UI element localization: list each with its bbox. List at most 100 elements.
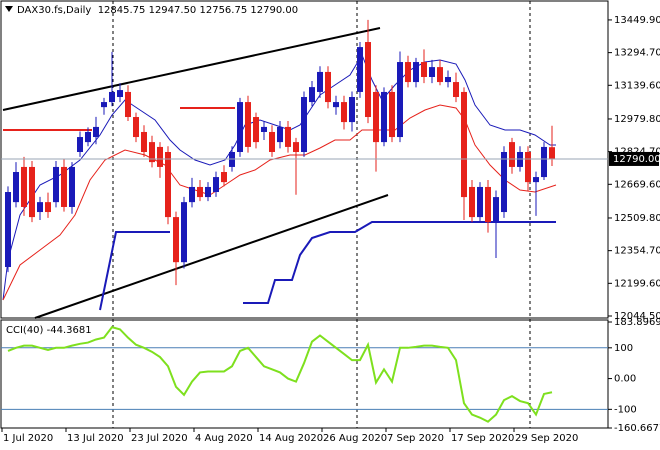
candle-body: [477, 186, 483, 218]
candle-body: [109, 91, 115, 103]
x-tick-label: 29 Sep 2020: [515, 433, 578, 444]
candle-body: [149, 142, 155, 163]
cci-line: [7, 326, 553, 423]
price-panel-frame: [0, 0, 609, 319]
candle-body: [373, 91, 379, 143]
y-tick-label: -100: [614, 404, 637, 415]
candle-body: [485, 186, 491, 223]
candle-body: [501, 151, 507, 213]
candle-body: [29, 166, 35, 218]
candle-body: [141, 131, 147, 152]
candle-body: [13, 172, 19, 203]
candle-body: [277, 126, 283, 143]
x-tick-label: 23 Jul 2020: [131, 433, 188, 444]
y-tick-label: -160.6677: [614, 423, 660, 434]
x-tick-label: 26 Aug 2020: [323, 433, 387, 444]
candle-body: [133, 117, 139, 138]
candle-body: [101, 102, 107, 108]
candle-body: [405, 62, 411, 83]
candle-body: [269, 131, 275, 152]
candle-body: [469, 186, 475, 218]
candle-body: [293, 142, 299, 152]
y-tick-label: 12044.50: [614, 311, 660, 322]
y-tick-label: 12979.80: [614, 114, 660, 125]
candle-body: [365, 42, 371, 118]
last-price-box: [609, 151, 659, 166]
candle-body: [333, 102, 339, 108]
candle-body: [445, 76, 451, 83]
candle-body: [189, 186, 195, 203]
y-tick-label: 12509.80: [614, 213, 660, 224]
candle-body: [5, 192, 11, 268]
candle-body: [493, 197, 499, 223]
candle-body: [421, 62, 427, 77]
y-tick-label: 12669.60: [614, 179, 660, 190]
trendline: [34, 194, 389, 319]
candle-body: [157, 146, 163, 167]
x-tick-label: 14 Aug 2020: [259, 433, 323, 444]
candle-body: [77, 137, 83, 152]
candle-body: [533, 177, 539, 183]
candle-body: [21, 166, 27, 207]
cci-title: CCI(40) -44.3681: [6, 325, 92, 336]
candle-body: [61, 166, 67, 207]
candle-body: [437, 67, 443, 83]
candle-body: [397, 62, 403, 138]
candle-body: [93, 126, 99, 138]
candle-body: [45, 202, 51, 213]
candle-body: [381, 91, 387, 143]
fast-average: [2, 53, 556, 301]
candle-body: [125, 91, 131, 118]
y-tick-label: 13449.90: [614, 15, 660, 26]
last-price-label: 12790.00: [613, 154, 660, 165]
candle-body: [205, 186, 211, 198]
cci-panel-frame: [0, 319, 609, 429]
candle-body: [197, 186, 203, 198]
candle-body: [213, 177, 219, 193]
y-tick-label: 12199.60: [614, 278, 660, 289]
candle-body: [37, 202, 43, 213]
y-tick-label: 12354.70: [614, 246, 660, 257]
candle-body: [357, 47, 363, 92]
x-tick-label: 17 Sep 2020: [451, 433, 514, 444]
candle-body: [413, 62, 419, 83]
candle-body: [229, 151, 235, 167]
y-tick-label: 13139.60: [614, 80, 660, 91]
candle-body: [317, 71, 323, 92]
candle-body: [117, 90, 123, 98]
candle-body: [285, 126, 291, 147]
candle-body: [69, 166, 75, 207]
trendline: [2, 27, 381, 111]
y-tick-label: 183.8969: [614, 317, 660, 328]
candle-body: [341, 102, 347, 123]
candle-body: [453, 82, 459, 98]
candle-body: [325, 71, 331, 103]
candle-body: [301, 97, 307, 152]
candle-body: [173, 217, 179, 263]
candle-body: [525, 151, 531, 183]
candle-body: [253, 117, 259, 143]
x-tick-label: 4 Aug 2020: [195, 433, 253, 444]
candle-body: [509, 142, 515, 167]
candle-body: [461, 91, 467, 198]
candle-body: [53, 166, 59, 203]
y-tick-label: 0.00: [614, 374, 636, 385]
support-step: [99, 231, 170, 311]
candle-body: [181, 202, 187, 263]
collapse-icon: [5, 6, 13, 12]
x-tick-label: 13 Jul 2020: [67, 433, 124, 444]
support-step: [243, 221, 556, 304]
y-tick-label: 13294.70: [614, 48, 660, 59]
candle-body: [309, 87, 315, 103]
candle-body: [389, 91, 395, 138]
candle-body: [237, 102, 243, 152]
candle-body: [165, 151, 171, 218]
x-tick-label: 1 Jul 2020: [3, 433, 53, 444]
candle-body: [541, 146, 547, 178]
candle-body: [221, 172, 227, 183]
candle-body: [349, 97, 355, 123]
indicators: [2, 27, 557, 319]
candle-body: [245, 102, 251, 147]
